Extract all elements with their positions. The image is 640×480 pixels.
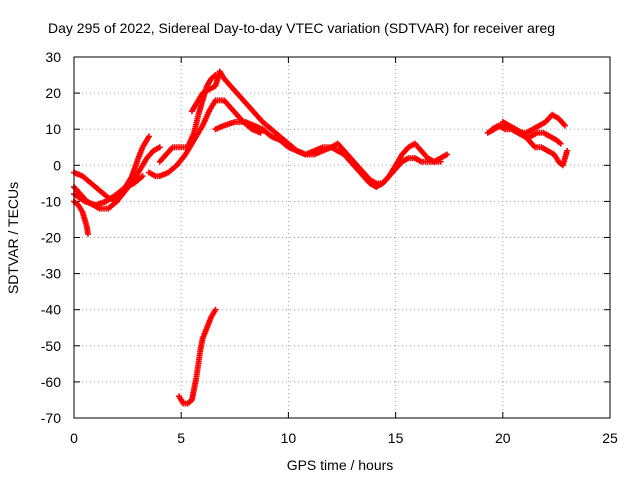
x-tick-label: 20 (495, 430, 511, 446)
data-point (84, 230, 91, 237)
x-tick-label: 5 (177, 430, 185, 446)
chart-title: Day 295 of 2022, Sidereal Day-to-day VTE… (48, 20, 555, 36)
y-tick-label: 30 (45, 49, 61, 65)
axis-ticks: 0 5 10 15 20 25 -70 -60 -50 -40 -30 -20 -10 0 10 20 30 (41, 49, 618, 446)
plot-frame (73, 56, 611, 419)
data-point (437, 158, 444, 165)
data-point (557, 140, 564, 147)
series-arc-9 (176, 306, 219, 407)
y-tick-label: 10 (45, 121, 61, 137)
x-tick-label: 0 (70, 430, 78, 446)
y-tick-label: -50 (41, 338, 61, 354)
x-tick-label: 25 (602, 430, 618, 446)
y-axis-label: SDTVAR / TECUs (5, 182, 21, 294)
y-tick-label: 20 (45, 85, 61, 101)
series-arc-4 (71, 173, 146, 209)
data-point (156, 144, 163, 151)
y-tick-label: -20 (41, 230, 61, 246)
data-point (139, 173, 146, 180)
data-point (212, 306, 219, 313)
series-arc-7 (188, 68, 451, 187)
series-arc-5 (146, 97, 264, 180)
series-arc-12 (499, 118, 571, 169)
x-axis-label: GPS time / hours (287, 457, 394, 473)
series-arc-6 (156, 72, 219, 165)
data-point (561, 122, 568, 129)
series-arc-8 (212, 118, 444, 190)
grid-lines (74, 57, 610, 418)
data-point (444, 151, 451, 158)
y-tick-label: -40 (41, 302, 61, 318)
x-tick-label: 15 (388, 430, 404, 446)
data-points (71, 68, 571, 407)
y-tick-label: -10 (41, 193, 61, 209)
y-tick-label: -70 (41, 410, 61, 426)
data-point (564, 147, 571, 154)
y-tick-label: -30 (41, 266, 61, 282)
y-tick-label: 0 (53, 157, 61, 173)
data-point (146, 133, 153, 140)
x-tick-label: 10 (281, 430, 297, 446)
y-tick-label: -60 (41, 374, 61, 390)
series-arc-3 (71, 198, 91, 237)
